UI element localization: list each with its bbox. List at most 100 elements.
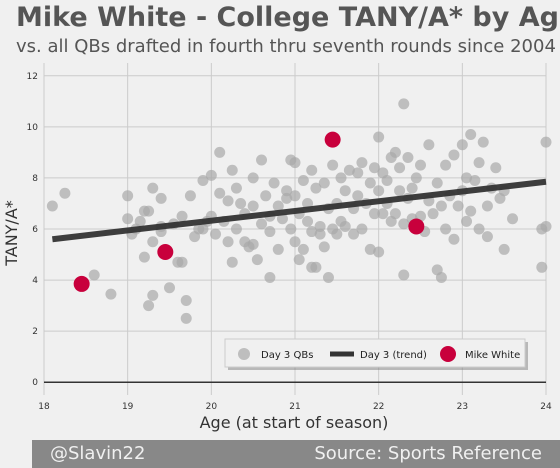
scatter-point xyxy=(272,200,284,212)
scatter-point xyxy=(389,208,401,220)
scatter-point xyxy=(180,295,192,307)
scatter-point xyxy=(368,208,380,220)
legend-label-mike-white: Mike White xyxy=(465,350,520,361)
scatter-point xyxy=(214,187,226,199)
scatter-point xyxy=(176,256,188,268)
scatter-point xyxy=(473,157,485,169)
scatter-point xyxy=(356,157,368,169)
scatter-point xyxy=(147,236,159,248)
x-axis-label: Age (at start of season) xyxy=(200,413,389,432)
scatter-point xyxy=(364,177,376,189)
scatter-point xyxy=(281,192,293,204)
scatter-point xyxy=(368,162,380,174)
scatter-point xyxy=(461,172,473,184)
scatter-point xyxy=(222,195,234,207)
scatter-point xyxy=(247,200,259,212)
y-tick-label: 12 xyxy=(27,72,38,82)
scatter-point xyxy=(402,151,414,163)
scatter-point xyxy=(427,208,439,220)
scatter-point xyxy=(398,218,410,230)
scatter-point xyxy=(373,185,385,197)
legend-label-trend: Day 3 (trend) xyxy=(360,350,427,361)
scatter-point xyxy=(481,231,493,243)
scatter-point xyxy=(306,164,318,176)
scatter-point xyxy=(431,177,443,189)
scatter-point xyxy=(235,197,247,209)
scatter-point xyxy=(88,269,100,281)
scatter-point xyxy=(226,256,238,268)
scatter-point xyxy=(327,159,339,171)
scatter-point xyxy=(465,129,477,141)
scatter-point xyxy=(473,223,485,235)
scatter-point xyxy=(352,167,364,179)
scatter-point xyxy=(435,200,447,212)
x-tick-label: 19 xyxy=(122,402,134,412)
chart-subtitle: vs. all QBs drafted in fourth thru seven… xyxy=(16,36,556,57)
highlight-points xyxy=(73,131,425,292)
scatter-point xyxy=(394,185,406,197)
highlight-point xyxy=(324,131,341,148)
scatter-point xyxy=(297,243,309,255)
scatter-point xyxy=(348,228,360,240)
scatter-point xyxy=(247,172,259,184)
scatter-point xyxy=(247,238,259,250)
scatter-point xyxy=(318,241,330,253)
x-tick-label: 22 xyxy=(373,402,384,412)
x-tick-label: 21 xyxy=(289,402,300,412)
scatter-point xyxy=(289,190,301,202)
scatter-point xyxy=(469,174,481,186)
scatter-point xyxy=(536,261,548,273)
y-tick-label: 8 xyxy=(32,174,38,184)
scatter-point xyxy=(507,213,519,225)
scatter-point xyxy=(406,182,418,194)
x-tick-labels: 18 19 20 21 22 23 24 xyxy=(38,402,552,412)
legend-marker-mike-white xyxy=(440,346,456,362)
scatter-point xyxy=(540,136,552,148)
y-tick-labels: 0 2 4 6 8 10 12 xyxy=(27,72,39,388)
scatter-point xyxy=(251,254,263,266)
scatter-point xyxy=(222,236,234,248)
trend-line xyxy=(52,178,547,243)
x-tick-label: 24 xyxy=(540,402,552,412)
x-tick-label: 18 xyxy=(38,402,50,412)
scatter-point xyxy=(306,226,318,238)
scatter-point xyxy=(335,172,347,184)
scatter-point xyxy=(230,223,242,235)
scatter-point xyxy=(230,182,242,194)
scatter-point xyxy=(260,190,272,202)
scatter-point xyxy=(398,269,410,281)
scatter-point xyxy=(318,177,330,189)
scatter-point xyxy=(297,174,309,186)
scatter-point xyxy=(498,243,510,255)
scatter-point xyxy=(339,185,351,197)
scatter-point xyxy=(205,169,217,181)
scatter-point xyxy=(377,208,389,220)
scatter-point xyxy=(264,272,276,284)
scatter-point xyxy=(210,228,222,240)
y-axis-label: TANY/A* xyxy=(2,200,21,267)
scatter-point xyxy=(490,162,502,174)
legend: Day 3 QBs Day 3 (trend) Mike White xyxy=(224,338,528,370)
scatter-point xyxy=(356,223,368,235)
scatter-point xyxy=(314,228,326,240)
scatter-point xyxy=(147,182,159,194)
scatter-point xyxy=(410,172,422,184)
scatter-point xyxy=(289,236,301,248)
scatter-point xyxy=(180,312,192,324)
scatter-point xyxy=(285,223,297,235)
scatter-point xyxy=(59,187,71,199)
scatter-point xyxy=(448,233,460,245)
scatter-point xyxy=(256,218,268,230)
scatter-point xyxy=(276,213,288,225)
scatter-point xyxy=(477,136,489,148)
scatter-point xyxy=(440,159,452,171)
scatter-point xyxy=(138,251,150,263)
scatter-point xyxy=(373,246,385,258)
scatter-point xyxy=(197,174,209,186)
scatter-point xyxy=(339,220,351,232)
scatter-point xyxy=(456,139,468,151)
scatter-point xyxy=(435,272,447,284)
scatter-point xyxy=(176,210,188,222)
scatter-points xyxy=(46,98,552,324)
